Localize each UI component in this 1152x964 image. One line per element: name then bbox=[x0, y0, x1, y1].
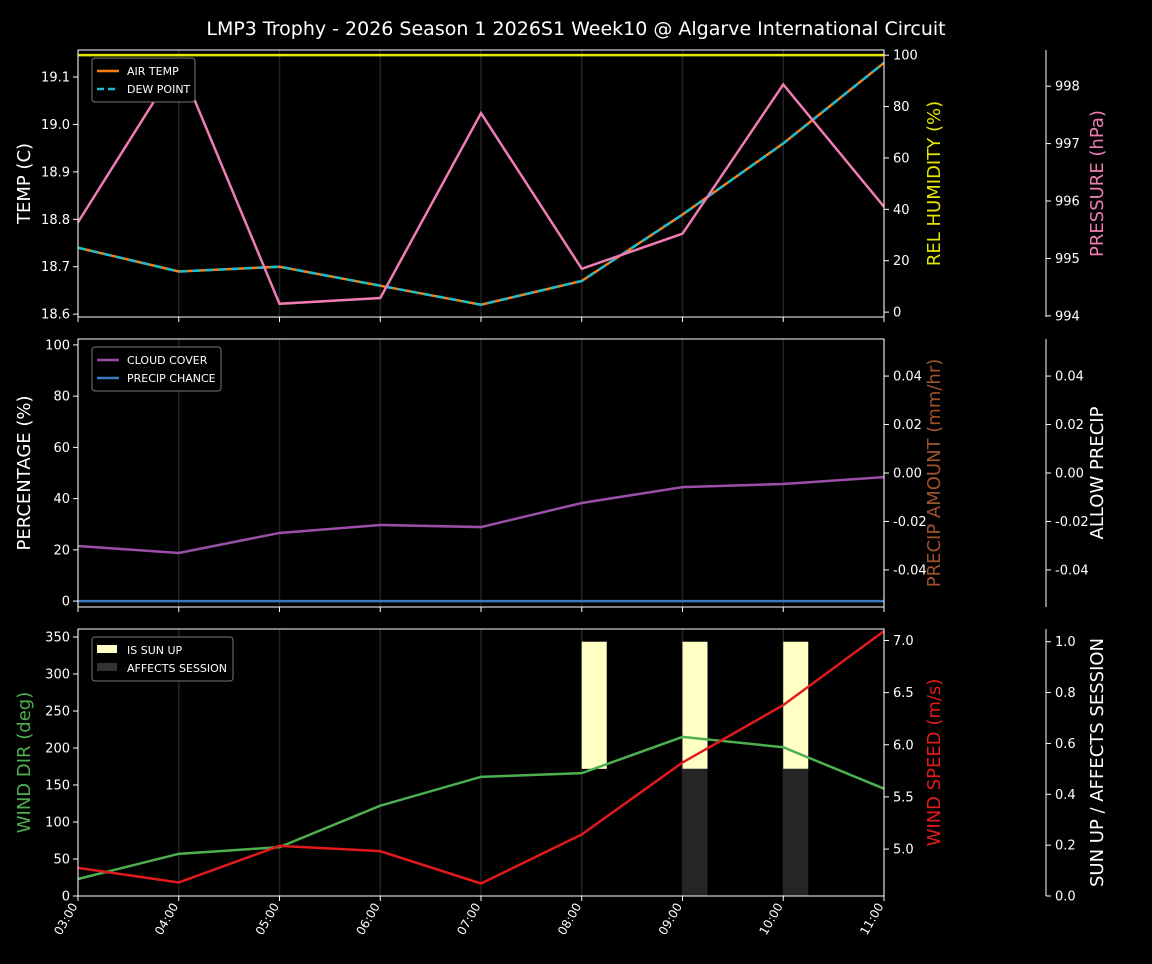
left-axis-tick-label: 18.9 bbox=[41, 165, 70, 180]
left-axis-tick-label: 350 bbox=[45, 630, 70, 645]
left-axis-tick-label: 80 bbox=[53, 390, 70, 405]
legend-label: AFFECTS SESSION bbox=[127, 662, 227, 675]
right-axis-tick-label: 20 bbox=[893, 254, 910, 269]
x-tick-label: 08:00 bbox=[555, 901, 584, 938]
chart-title: LMP3 Trophy - 2026 Season 1 2026S1 Week1… bbox=[206, 18, 945, 40]
legend: AIR TEMP DEW POINT bbox=[92, 58, 195, 102]
legend-swatch bbox=[97, 645, 117, 653]
legend-label: IS SUN UP bbox=[127, 644, 183, 657]
left-axis-tick-label: 0 bbox=[62, 890, 70, 905]
right-axis-tick-label: 60 bbox=[893, 151, 910, 166]
legend: CLOUD COVER PRECIP CHANCE bbox=[92, 347, 221, 391]
left-axis-tick-label: 250 bbox=[45, 704, 70, 719]
bar-is-sun-up bbox=[582, 642, 607, 769]
x-tick-label: 05:00 bbox=[253, 901, 282, 938]
right-axis-label: REL HUMIDITY (%) bbox=[924, 101, 945, 266]
left-axis-tick-label: 150 bbox=[45, 778, 70, 793]
right2-axis-label: SUN UP / AFFECTS SESSION bbox=[1087, 638, 1108, 887]
left-axis-tick-label: 20 bbox=[53, 543, 70, 558]
x-tick-label: 06:00 bbox=[353, 901, 382, 938]
left-axis-tick-label: 300 bbox=[45, 667, 70, 682]
left-axis-tick-label: 18.8 bbox=[41, 213, 70, 228]
right2-axis-tick-label: 998 bbox=[1055, 80, 1080, 95]
right2-axis-tick-label: 997 bbox=[1055, 137, 1080, 152]
right2-axis-tick-label: 0.4 bbox=[1055, 788, 1076, 803]
left-axis-tick-label: 200 bbox=[45, 741, 70, 756]
right2-axis-tick-label: -0.02 bbox=[1055, 515, 1089, 530]
right-axis-tick-label: -0.04 bbox=[893, 563, 927, 578]
left-axis-tick-label: 40 bbox=[53, 492, 70, 507]
left-axis-tick-label: 18.6 bbox=[41, 308, 70, 323]
right2-axis-tick-label: 994 bbox=[1055, 309, 1080, 324]
right-axis-tick-label: 5.0 bbox=[893, 843, 914, 858]
legend: IS SUN UP AFFECTS SESSION bbox=[92, 637, 233, 681]
right-axis-tick-label: 0.00 bbox=[893, 467, 922, 482]
right2-axis-tick-label: 0.6 bbox=[1055, 737, 1076, 752]
left-axis-label: WIND DIR (deg) bbox=[14, 692, 35, 834]
left-axis-tick-label: 50 bbox=[53, 852, 70, 867]
left-axis-tick-label: 60 bbox=[53, 441, 70, 456]
right2-axis-tick-label: 0.04 bbox=[1055, 370, 1084, 385]
legend-label: DEW POINT bbox=[127, 83, 191, 96]
right2-axis-tick-label: 0.0 bbox=[1055, 890, 1076, 905]
x-tick-label: 04:00 bbox=[152, 901, 181, 938]
legend-label: CLOUD COVER bbox=[127, 354, 208, 367]
panel-3: 03:00 04:00 05:00 06:00 07:00 08:00 09:00 10:00… bbox=[14, 629, 1108, 937]
legend-swatch bbox=[97, 663, 117, 671]
right2-axis-tick-label: 0.2 bbox=[1055, 839, 1076, 854]
x-tick-label: 10:00 bbox=[756, 901, 785, 938]
right2-axis-tick-label: -0.04 bbox=[1055, 563, 1089, 578]
x-tick-label: 07:00 bbox=[454, 901, 483, 938]
right-axis-tick-label: 0.04 bbox=[893, 370, 922, 385]
right2-axis-tick-label: 995 bbox=[1055, 252, 1080, 267]
right2-axis-label: PRESSURE (hPa) bbox=[1087, 110, 1108, 257]
right-axis-label: PRECIP AMOUNT (mm/hr) bbox=[924, 359, 945, 588]
right2-axis-tick-label: 996 bbox=[1055, 195, 1080, 210]
left-axis-label: TEMP (C) bbox=[14, 143, 35, 225]
x-tick-label: 11:00 bbox=[857, 901, 886, 938]
left-axis-tick-label: 100 bbox=[45, 338, 70, 353]
legend-label: PRECIP CHANCE bbox=[127, 372, 216, 385]
right-axis-label: WIND SPEED (m/s) bbox=[924, 679, 945, 847]
bar-affects-session bbox=[683, 769, 708, 896]
right-axis-tick-label: 40 bbox=[893, 203, 910, 218]
right-axis-tick-label: 0 bbox=[893, 306, 901, 321]
right2-axis-label: ALLOW PRECIP bbox=[1087, 406, 1108, 539]
right-axis-tick-label: 100 bbox=[893, 49, 918, 64]
panel-2: 0 20 40 60 80 100 PERCENTAGE (%) -0.04 -0.02 0.00… bbox=[14, 338, 1108, 612]
x-tick-label: 03:00 bbox=[51, 901, 80, 938]
left-axis-tick-label: 19.1 bbox=[41, 71, 70, 86]
left-axis-tick-label: 19.0 bbox=[41, 118, 70, 133]
right2-axis-tick-label: 0.02 bbox=[1055, 418, 1084, 433]
left-axis-tick-label: 100 bbox=[45, 815, 70, 830]
right-axis-tick-label: 80 bbox=[893, 100, 910, 115]
right-axis-tick-label: 0.02 bbox=[893, 418, 922, 433]
right2-axis-tick-label: 0.8 bbox=[1055, 686, 1076, 701]
right-axis-tick-label: 5.5 bbox=[893, 790, 914, 805]
right-axis-tick-label: 6.0 bbox=[893, 738, 914, 753]
x-tick-label: 09:00 bbox=[656, 901, 685, 938]
right-axis-tick-label: -0.02 bbox=[893, 515, 927, 530]
left-axis-label: PERCENTAGE (%) bbox=[14, 395, 35, 550]
panel-1: 18.6 18.7 18.8 18.9 19.0 19.1 TEMP (C) 0 20 40 60 8… bbox=[14, 49, 1108, 325]
right-axis-tick-label: 7.0 bbox=[893, 634, 914, 649]
right-axis-tick-label: 6.5 bbox=[893, 686, 914, 701]
legend-label: AIR TEMP bbox=[127, 65, 179, 78]
right2-axis-tick-label: 0.00 bbox=[1055, 467, 1084, 482]
bar-affects-session bbox=[783, 769, 808, 896]
left-axis-tick-label: 18.7 bbox=[41, 260, 70, 275]
right2-axis-tick-label: 1.0 bbox=[1055, 635, 1076, 650]
left-axis-tick-label: 0 bbox=[62, 595, 70, 610]
